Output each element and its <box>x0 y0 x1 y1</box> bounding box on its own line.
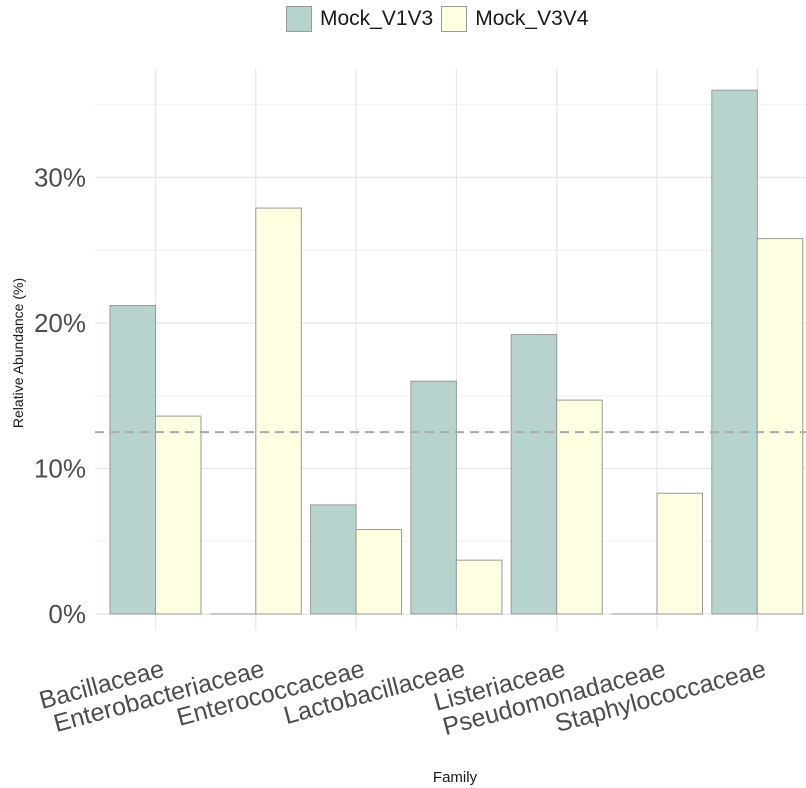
bar <box>355 529 403 615</box>
bar <box>155 415 202 615</box>
legend-swatch-v3v4 <box>441 6 468 32</box>
y-tick-label: 0% <box>48 599 86 629</box>
x-axis-title: Family <box>433 769 478 786</box>
legend: Mock_V1V3 Mock_V3V4 <box>286 6 596 32</box>
bar <box>510 334 558 615</box>
legend-label-v3v4: Mock_V3V4 <box>475 7 589 30</box>
bar <box>556 399 603 615</box>
y-tick-label: 10% <box>34 454 86 484</box>
legend-swatch-v1v3 <box>286 6 312 32</box>
bars <box>109 89 804 615</box>
y-axis-title: Relative Abundance (%) <box>10 278 26 428</box>
bar <box>255 207 302 615</box>
x-tick-labels: BacillaceaeEnterobacteriaceaeEnterococca… <box>36 655 769 741</box>
legend-item-v3v4: Mock_V3V4 <box>441 6 588 32</box>
y-tick-label: 30% <box>34 163 86 193</box>
bar <box>756 238 804 615</box>
bar <box>310 504 357 615</box>
bar <box>455 559 503 615</box>
legend-label-v1v3: Mock_V1V3 <box>320 7 434 30</box>
bar <box>109 305 156 615</box>
y-tick-labels: 0% 10% 20% 30% <box>34 163 86 630</box>
y-tick-label: 20% <box>34 308 86 338</box>
bar <box>656 492 703 615</box>
legend-item-v1v3: Mock_V1V3 <box>286 6 433 32</box>
bar <box>711 89 758 615</box>
bar <box>410 380 457 615</box>
